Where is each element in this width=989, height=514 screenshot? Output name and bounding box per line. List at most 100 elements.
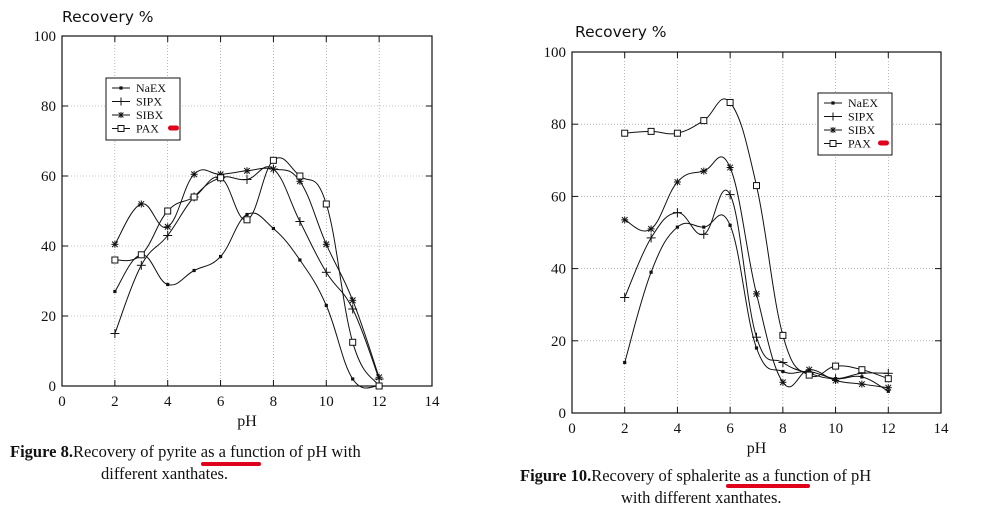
fig8-legend-label-2: SIBX — [136, 108, 164, 122]
fig10-ytick-label-5: 100 — [544, 45, 567, 61]
fig8-point-naex-3 — [192, 268, 196, 273]
fig10-ytick-label-0: 0 — [559, 406, 567, 422]
fig10-point-sibx-0 — [621, 216, 629, 224]
fig8-point-pax-8 — [322, 200, 330, 208]
fig8-xtick-label-6: 12 — [372, 394, 387, 410]
fig10-series-naex — [623, 214, 890, 393]
fig10-point-naex-5 — [754, 346, 759, 350]
fig10-legend-label-0: NaEX — [848, 96, 878, 110]
fig8-ytick-label-4: 80 — [41, 99, 56, 115]
fig8-series-sipx — [110, 164, 384, 384]
fig8-legend-marker-0 — [119, 86, 123, 90]
fig8-series-sibx — [111, 165, 383, 381]
fig8-ytick-label-3: 60 — [41, 169, 56, 185]
figure-8-panel: 0 2 4 6 8 10 12 14 0 20 40 60 80 100 Recovery % pH NaEX S… — [0, 0, 480, 514]
fig10-plot-frame — [571, 51, 942, 414]
fig8-xtick-label-7: 14 — [425, 394, 441, 410]
fig8-point-sibx-2 — [164, 223, 172, 231]
fig10-point-sibx-8 — [832, 377, 840, 384]
figure-10-caption-label: Figure 10. — [520, 466, 592, 485]
fig8-xtick-label-1: 2 — [111, 394, 119, 410]
fig10-point-sibx-2 — [673, 178, 681, 186]
fig8-y-axis-label: Recovery % — [62, 8, 154, 26]
fig8-point-sibx-0 — [111, 240, 119, 248]
fig8-legend-red-mark — [168, 125, 179, 131]
fig10-ytick-label-2: 40 — [551, 262, 566, 278]
fig10-point-sipx-5 — [752, 332, 761, 342]
fig8-plot-frame — [61, 35, 433, 387]
fig10-point-naex-4 — [728, 223, 732, 227]
figure-10-caption-before: Recovery of — [591, 466, 677, 485]
fig10-xtick-label-4: 8 — [779, 421, 787, 437]
fig8-ytick-label-5: 100 — [34, 29, 57, 45]
fig8-point-pax-1 — [137, 251, 145, 259]
fig10-point-pax-5 — [753, 182, 760, 190]
fig8-legend-label-3: PAX — [136, 122, 159, 136]
fig10-point-pax-1 — [647, 127, 655, 135]
fig8-xtick-label-0: 0 — [58, 394, 66, 410]
figure-8-caption: Figure 8.Recovery of pyrite as a functio… — [10, 441, 361, 485]
fig10-series-sibx — [621, 156, 892, 392]
fig10-xtick-label-5: 10 — [828, 421, 843, 437]
fig10-point-naex-10 — [886, 389, 890, 393]
fig8-legend-marker-2 — [118, 112, 124, 118]
fig10-point-sipx-4 — [725, 190, 735, 200]
fig8-point-naex-4 — [219, 254, 223, 259]
fig8-ytick-label-0: 0 — [49, 379, 57, 395]
fig10-legend-marker-0 — [831, 101, 835, 105]
fig8-point-sibx-6 — [269, 165, 277, 173]
fig8-point-naex-5 — [245, 212, 249, 217]
fig10-legend-label-1: SIPX — [848, 110, 874, 124]
fig10-point-naex-0 — [623, 360, 627, 365]
fig8-xtick-label-5: 10 — [319, 394, 334, 410]
fig10-series-sipx — [620, 189, 893, 384]
figure-8-caption-after: as a function of pH with — [196, 442, 361, 461]
fig10-point-pax-10 — [884, 375, 892, 383]
fig10-legend-label-2: SIBX — [848, 123, 876, 137]
figure-8-caption-before: Recovery of — [72, 442, 159, 461]
fig8-point-naex-9 — [351, 377, 355, 381]
fig8-point-sipx-1 — [136, 260, 146, 270]
fig8-point-naex-7 — [298, 258, 302, 262]
fig8-xtick-label-2: 4 — [164, 394, 172, 410]
fig8-ytick-label-2: 40 — [41, 239, 56, 255]
figure-8-caption-highlight: pyrite — [158, 442, 197, 461]
figure-10-caption-line2: with different xanthates. — [621, 488, 782, 507]
figure-10-caption-highlight: sphalerite — [676, 466, 741, 485]
fig10-point-sibx-9 — [858, 380, 866, 388]
figure-10-panel: 0 2 4 6 8 10 12 14 0 20 40 60 80 100 Recovery % pH NaEX S… — [505, 0, 989, 514]
pyrite-highlight-mark — [201, 462, 261, 466]
fig10-point-sibx-1 — [647, 225, 655, 233]
fig10-point-pax-2 — [673, 129, 681, 137]
fig8-point-sibx-8 — [322, 240, 330, 248]
fig8-point-pax-0 — [111, 256, 119, 264]
fig8-line-naex — [114, 212, 380, 389]
fig8-point-pax-2 — [164, 207, 172, 215]
fig10-point-pax-9 — [858, 366, 866, 374]
fig8-point-pax-5 — [243, 216, 251, 224]
fig8-xtick-label-3: 6 — [217, 394, 225, 410]
fig10-point-sibx-5 — [753, 290, 760, 298]
fig10-point-pax-6 — [779, 331, 787, 339]
fig10-ytick-label-3: 60 — [551, 189, 566, 205]
fig8-series-naex — [113, 212, 381, 389]
fig10-y-axis-label: Recovery % — [575, 23, 667, 41]
fig10-xtick-label-7: 14 — [934, 421, 950, 437]
fig10-xtick-label-0: 0 — [568, 421, 576, 437]
fig8-legend-label-1: SIPX — [136, 95, 162, 109]
fig10-point-sipx-6 — [778, 358, 788, 367]
fig10-ytick-label-4: 80 — [551, 117, 566, 133]
fig10-line-sibx — [624, 156, 889, 389]
fig10-point-pax-8 — [832, 362, 840, 370]
fig10-point-sibx-4 — [726, 164, 734, 171]
fig10-xtick-label-1: 2 — [621, 421, 629, 437]
fig8-point-pax-9 — [349, 338, 357, 346]
fig10-legend-label-3: PAX — [848, 137, 871, 151]
fig10-point-naex-1 — [649, 270, 653, 274]
fig8-legend-label-0: NaEX — [136, 81, 166, 95]
fig10-point-pax-0 — [621, 129, 629, 137]
